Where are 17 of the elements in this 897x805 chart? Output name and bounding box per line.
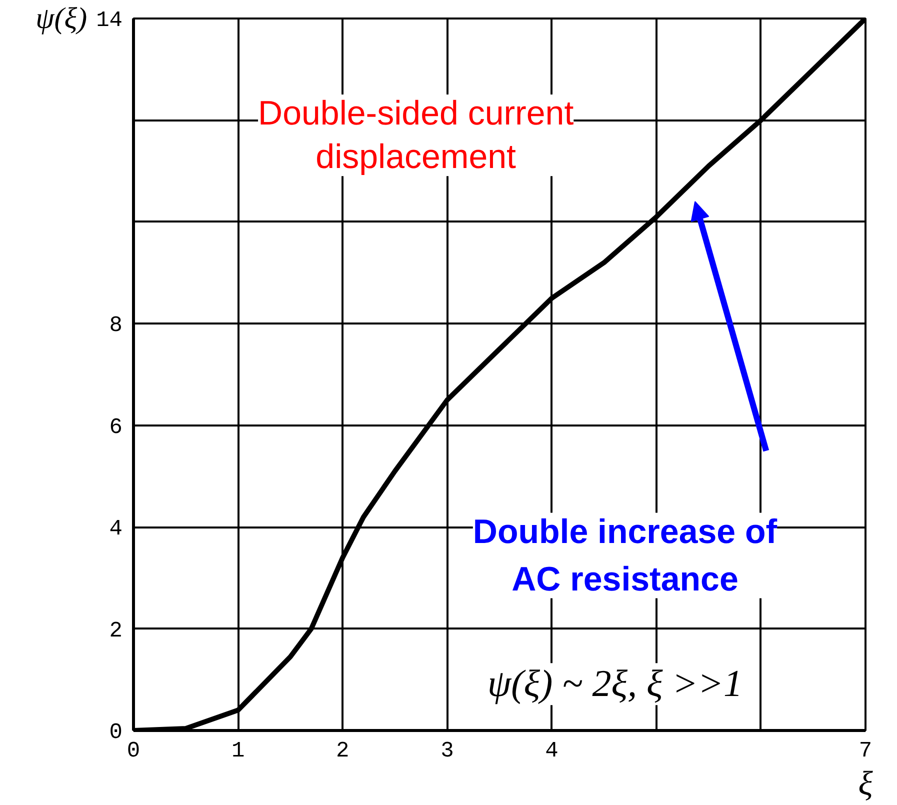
y-tick-label: 4 [109,516,122,542]
y-tick-label: 0 [109,720,122,745]
y-tick-label: 14 [96,8,122,33]
x-tick-label: 4 [545,738,558,764]
x-tick-label: 0 [126,738,140,764]
y-axis-title: ψ(ξ) [36,2,88,35]
y-tick-label: 8 [109,313,122,338]
x-tick-label: 3 [440,738,454,764]
annotation: Double increase of AC resistance [472,512,778,598]
y-tick-label: 6 [109,414,122,440]
x-axis-title: ξ [858,766,874,802]
annotation: Double-sided current displacement [258,94,574,176]
x-tick-label: 1 [231,738,245,764]
y-tick-label: 2 [109,618,122,644]
x-tick-label: 7 [858,738,872,764]
x-tick-label: 2 [336,738,350,764]
annotation: ψ(ξ) ~ 2ξ, ξ >>1 [487,663,743,706]
